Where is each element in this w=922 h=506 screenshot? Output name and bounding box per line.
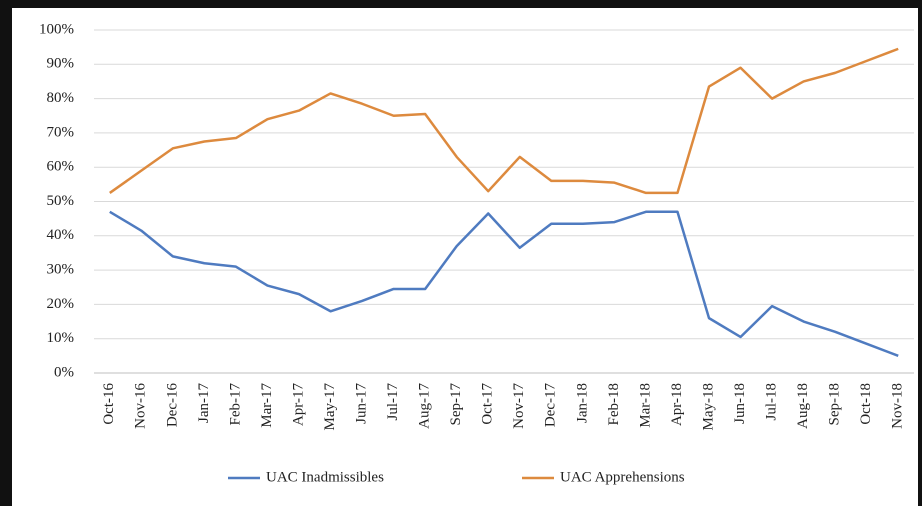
x-tick-label: Dec-17 (543, 383, 559, 428)
x-tick-label: Jan-17 (196, 383, 212, 423)
x-tick-label: Aug-17 (417, 383, 433, 429)
x-tick-label: Nov-16 (133, 383, 149, 429)
x-tick-label: Jun-18 (732, 383, 748, 424)
x-tick-label: Feb-18 (606, 383, 622, 426)
x-tick-label: Jan-18 (574, 383, 590, 423)
x-tick-label: Oct-18 (858, 383, 874, 425)
y-tick-label: 60% (47, 159, 75, 175)
legend-label: UAC Apprehensions (560, 469, 685, 485)
x-tick-label: May-17 (322, 383, 338, 431)
y-tick-label: 90% (47, 56, 75, 72)
x-tick-label: Nov-17 (511, 383, 527, 429)
x-tick-label: Dec-16 (164, 383, 180, 428)
y-tick-label: 50% (47, 193, 75, 209)
x-tick-label: Mar-18 (637, 383, 653, 428)
x-tick-label: Jul-17 (385, 383, 401, 421)
x-tick-label: Feb-17 (227, 383, 243, 426)
y-tick-label: 10% (47, 330, 75, 346)
x-tick-label: May-18 (700, 383, 716, 431)
x-tick-label: Jul-18 (764, 383, 780, 421)
y-tick-label: 0% (54, 364, 74, 380)
x-tick-label: Nov-18 (890, 383, 906, 429)
x-tick-label: Sep-18 (827, 383, 843, 426)
x-tick-label: Apr-18 (669, 383, 685, 426)
x-tick-label: Aug-18 (795, 383, 811, 429)
y-tick-label: 70% (47, 124, 75, 140)
y-tick-label: 30% (47, 262, 75, 278)
y-tick-label: 100% (39, 21, 74, 37)
series-line (109, 47, 899, 195)
x-tick-label: Oct-16 (101, 383, 117, 425)
series-line (109, 210, 899, 358)
chart-area (12, 8, 918, 506)
y-tick-label: 20% (47, 296, 75, 312)
x-tick-label: Sep-17 (448, 383, 464, 426)
y-tick-label: 80% (47, 90, 75, 106)
x-tick-label: Mar-17 (259, 383, 275, 428)
legend-label: UAC Inadmissibles (266, 469, 384, 485)
x-tick-label: Apr-17 (290, 383, 306, 427)
x-tick-label: Jun-17 (354, 383, 370, 424)
x-tick-label: Oct-17 (480, 383, 496, 425)
y-tick-label: 40% (47, 227, 75, 243)
